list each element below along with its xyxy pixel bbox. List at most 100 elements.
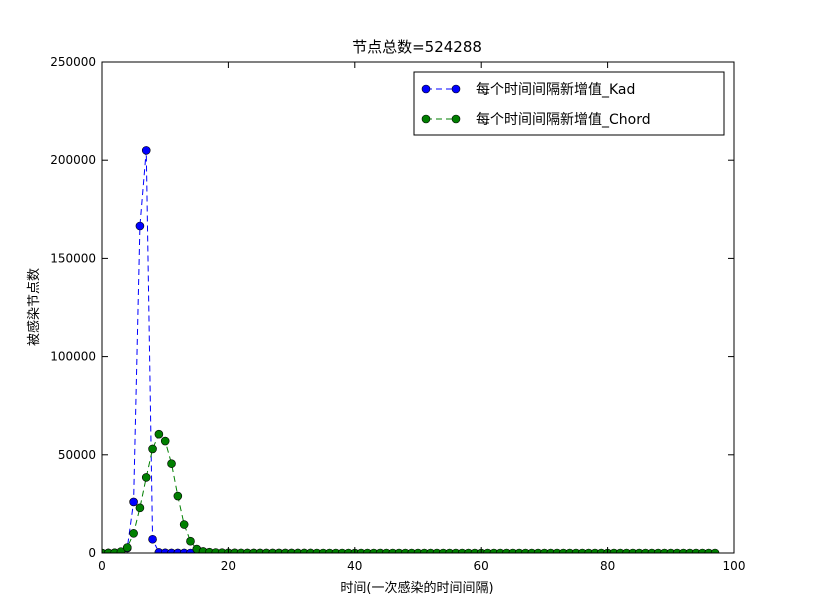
legend-entry: 每个时间间隔新增值_Kad: [421, 82, 635, 98]
data-point: [375, 548, 385, 553]
legend-marker: [451, 84, 461, 94]
data-point: [344, 548, 353, 553]
data-point: [141, 146, 151, 155]
data-point: [432, 548, 442, 553]
x-tick-label: 80: [600, 559, 615, 573]
data-point: [578, 548, 587, 553]
data-point: [457, 548, 467, 553]
data-point: [394, 548, 404, 553]
data-point: [704, 548, 714, 553]
data-point: [685, 548, 695, 553]
data-point: [698, 548, 707, 553]
y-tick-label: 150000: [50, 251, 96, 265]
data-point: [609, 548, 619, 553]
data-point: [116, 547, 126, 553]
data-point: [154, 429, 164, 439]
legend-marker: [421, 84, 431, 94]
data-point: [489, 548, 499, 553]
y-tick-label: 50000: [58, 448, 96, 462]
data-point: [559, 548, 568, 553]
legend-label: 每个时间间隔新增值_Kad: [476, 82, 635, 98]
legend-marker: [451, 114, 461, 124]
legend-marker: [421, 114, 431, 124]
data-point: [369, 548, 379, 553]
data-point: [540, 548, 549, 553]
y-tick-label: 100000: [50, 350, 96, 364]
legend: 每个时间间隔新增值_Kad 每个时间间隔新增值_Chord: [413, 71, 725, 136]
series-chord: [102, 429, 720, 553]
x-tick-label: 0: [98, 559, 106, 573]
data-point: [148, 444, 157, 454]
x-tick-label: 60: [474, 559, 489, 573]
data-point: [508, 548, 518, 553]
plot-frame: [101, 61, 735, 554]
data-point: [546, 548, 556, 553]
data-point: [647, 548, 657, 553]
data-point: [420, 548, 429, 553]
data-point: [356, 548, 366, 553]
data-point: [135, 221, 145, 231]
data-point: [148, 534, 157, 544]
data-point: [179, 520, 189, 529]
data-point: [641, 548, 650, 553]
data-point: [710, 548, 720, 553]
data-point: [135, 503, 145, 513]
data-point: [571, 548, 581, 553]
data-point: [470, 548, 480, 553]
data-point: [167, 459, 176, 468]
data-point: [596, 548, 606, 553]
data-point: [565, 548, 574, 553]
data-point: [464, 548, 473, 553]
data-point: [401, 548, 410, 553]
x-tick-label: 40: [347, 559, 362, 573]
data-point: [451, 548, 461, 553]
plot-area: [101, 61, 735, 554]
data-point: [407, 548, 416, 553]
data-point: [186, 536, 195, 546]
data-point: [426, 548, 435, 553]
x-tick-label: 20: [221, 559, 236, 573]
data-point: [628, 548, 638, 553]
data-point: [141, 473, 151, 482]
data-point: [672, 548, 682, 553]
data-point: [173, 491, 183, 501]
data-point: [160, 436, 170, 446]
data-point: [388, 548, 398, 553]
data-point: [122, 543, 132, 552]
x-axis-label: 时间(一次感染的时间间隔): [340, 580, 493, 596]
data-point: [552, 548, 562, 553]
legend-box: [413, 71, 725, 136]
data-point: [584, 548, 593, 553]
data-point: [413, 548, 423, 553]
data-point: [514, 548, 524, 553]
data-point: [615, 548, 625, 553]
x-tick-label: 100: [723, 559, 746, 573]
data-point: [527, 548, 537, 553]
chart-title: 节点总数=524288: [352, 38, 482, 56]
data-point: [495, 548, 505, 553]
data-point: [691, 548, 701, 553]
data-point: [521, 548, 530, 553]
series-layer: [102, 146, 720, 553]
data-point: [129, 529, 138, 538]
data-point: [363, 548, 372, 553]
data-point: [666, 548, 676, 553]
x-axis: 0 20 40 60 80 100: [98, 62, 745, 573]
data-point: [129, 497, 138, 507]
data-point: [438, 548, 448, 553]
data-point: [590, 548, 600, 553]
data-point: [483, 548, 492, 553]
y-tick-label: 250000: [50, 55, 96, 69]
data-point: [533, 548, 543, 553]
data-point: [653, 548, 663, 553]
series-line: [102, 433, 716, 553]
y-tick-label: 0: [88, 546, 96, 560]
data-point: [337, 548, 347, 553]
legend-entry: 每个时间间隔新增值_Chord: [421, 112, 651, 128]
y-axis: 0 50000 100000 150000 200000 250000: [50, 55, 734, 560]
data-point: [679, 548, 688, 553]
data-point: [445, 548, 454, 553]
data-point: [634, 548, 644, 553]
data-point: [622, 548, 631, 553]
